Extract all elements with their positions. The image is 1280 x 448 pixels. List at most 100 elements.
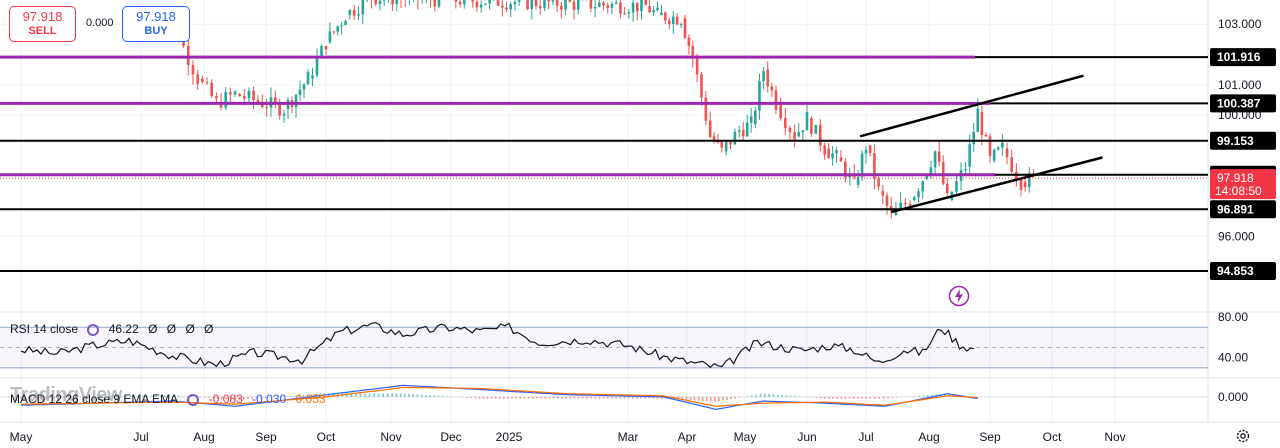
candle-body — [282, 113, 286, 116]
candle-body — [992, 149, 996, 161]
candle-body — [660, 12, 663, 16]
last-price-label: 97.918 — [1217, 171, 1254, 185]
candle-body — [555, 0, 559, 6]
candle-body — [623, 13, 626, 15]
channel-upper-line — [859, 74, 1084, 138]
time-label: Sep — [979, 430, 1001, 444]
candle-body — [899, 202, 902, 209]
time-label: Oct — [317, 430, 336, 444]
candle-body — [964, 169, 967, 171]
candle-body — [517, 0, 521, 2]
candle-body — [835, 150, 838, 154]
candle-body — [700, 74, 703, 98]
candle-body — [205, 81, 209, 83]
candle-body — [564, 0, 567, 10]
candle-body — [1027, 173, 1031, 188]
time-label: Apr — [678, 430, 697, 444]
candle-body — [344, 21, 347, 26]
candle-body — [913, 197, 916, 200]
candle-body — [475, 1, 479, 8]
candle-body — [766, 69, 770, 87]
candle-body — [1010, 157, 1013, 172]
candle-body — [560, 5, 563, 10]
sell-button[interactable]: 97.918 SELL — [9, 6, 76, 42]
candle-body — [656, 7, 659, 10]
candle-body — [749, 116, 753, 123]
candle-body — [877, 178, 880, 187]
candle-body — [679, 24, 683, 26]
candle-body — [724, 141, 728, 152]
candle-body — [929, 167, 933, 176]
candle-body — [839, 157, 843, 162]
flash-icon[interactable] — [948, 285, 970, 307]
rsi-legend[interactable]: RSI 14 close 46.22 Ø Ø Ø Ø — [10, 322, 220, 336]
candle-body — [278, 102, 281, 116]
candle-body — [648, 6, 651, 13]
candle-body — [606, 5, 610, 8]
settings-circle-icon[interactable] — [87, 323, 100, 336]
macd-tick-label: 0.000 — [1218, 390, 1248, 404]
candle-body — [324, 45, 328, 50]
candle-body — [374, 0, 378, 5]
time-label: Aug — [918, 430, 939, 444]
time-label: Jul — [133, 430, 148, 444]
level-tag-101.916 — [1210, 48, 1276, 67]
candle-body — [801, 130, 805, 132]
candle-body — [823, 145, 826, 155]
candle-body — [484, 3, 487, 5]
level-label-101.916: 101.916 — [1217, 50, 1261, 64]
candle-body — [818, 124, 822, 146]
level-label-100.387: 100.387 — [1217, 96, 1261, 110]
candle-body — [805, 111, 809, 131]
candle-body — [332, 31, 336, 33]
candle-body — [695, 57, 699, 75]
candle-body — [547, 0, 550, 2]
candle-body — [827, 148, 830, 159]
candle-body — [810, 118, 813, 134]
level-label-99.153: 99.153 — [1217, 134, 1254, 148]
candle-body — [754, 110, 757, 125]
candle-body — [614, 2, 618, 4]
rsi-extra-4: Ø — [204, 322, 214, 336]
time-label: Jul — [858, 430, 873, 444]
buy-button[interactable]: 97.918 BUY — [122, 6, 190, 42]
candle-body — [885, 195, 889, 206]
candle-body — [361, 0, 365, 15]
candle-body — [691, 45, 695, 59]
candle-body — [671, 16, 675, 25]
candle-body — [500, 5, 504, 8]
candle-body — [357, 14, 360, 16]
time-label: Sep — [255, 430, 277, 444]
candle-body — [247, 90, 251, 99]
candle-body — [610, 3, 614, 8]
level-tag-100.387 — [1210, 94, 1276, 113]
candle-body — [675, 16, 679, 25]
candle-body — [509, 4, 513, 10]
gear-icon[interactable] — [1235, 428, 1251, 444]
candle-body — [534, 0, 538, 7]
candle-body — [1019, 179, 1023, 191]
candle-body — [668, 20, 671, 25]
candle-body — [868, 145, 872, 154]
candle-body — [788, 127, 792, 133]
spread-value: 0.000 — [86, 17, 114, 29]
time-label: 2025 — [496, 430, 523, 444]
buy-label: BUY — [144, 25, 168, 37]
rsi-extra-3: Ø — [185, 322, 195, 336]
candle-body — [844, 161, 847, 178]
macd-legend[interactable]: MACD 12 26 close 9 EMA EMA -0.083 -0.030… — [10, 392, 332, 406]
price-tick-label: 96.000 — [1218, 229, 1255, 243]
candle-body — [968, 144, 971, 167]
candle-body — [320, 45, 323, 58]
candle-body — [294, 94, 298, 108]
bar-countdown-label: 14:08:50 — [1215, 184, 1262, 198]
candle-body — [627, 12, 631, 14]
settings-circle-icon[interactable] — [187, 393, 200, 406]
candle-body — [458, 1, 462, 5]
candle-body — [488, 0, 491, 4]
time-label: Dec — [440, 430, 461, 444]
candle-body — [1032, 173, 1035, 175]
price-tick-label: 101.000 — [1218, 78, 1262, 92]
candle-body — [758, 81, 761, 111]
